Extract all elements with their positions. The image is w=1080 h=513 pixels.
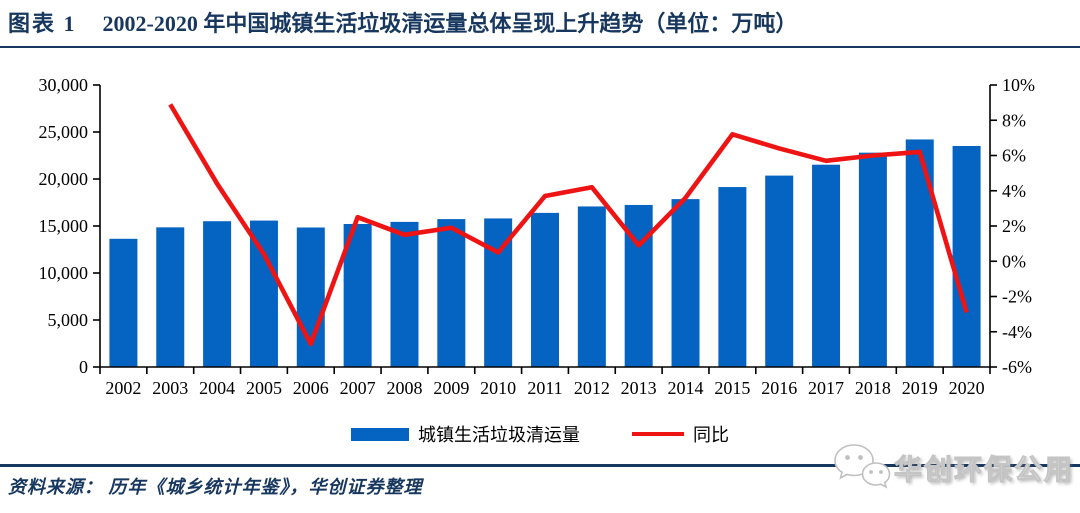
legend-item-bars: 城镇生活垃圾清运量	[351, 421, 580, 447]
x-axis-label: 2014	[668, 378, 704, 398]
left-axis-label: 5,000	[48, 310, 89, 330]
x-axis-label: 2017	[808, 378, 844, 398]
bar-2004	[203, 221, 232, 367]
left-axis-label: 30,000	[39, 75, 89, 95]
title-divider	[0, 46, 1080, 48]
x-axis-label: 2016	[761, 378, 797, 398]
x-axis-label: 2013	[621, 378, 657, 398]
line-series-swatch	[632, 431, 684, 437]
bar-series-label: 城镇生活垃圾清运量	[418, 425, 580, 445]
bar-2002	[109, 238, 138, 367]
x-axis-label: 2012	[574, 378, 610, 398]
x-axis-label: 2007	[340, 378, 376, 398]
right-axis-label: -2%	[1002, 287, 1032, 307]
x-axis-label: 2009	[433, 378, 469, 398]
bar-2018	[858, 152, 887, 367]
brand-watermark: 华创环保公用	[830, 436, 1074, 500]
legend-item-line: 同比	[632, 421, 729, 447]
x-axis-label: 2011	[527, 378, 562, 398]
x-axis-label: 2005	[246, 378, 282, 398]
watermark-text: 华创环保公用	[893, 454, 1074, 486]
right-axis-label: -6%	[1002, 357, 1032, 377]
left-axis-label: 0	[79, 357, 88, 377]
bar-2014	[671, 199, 700, 367]
right-axis-label: 2%	[1002, 216, 1026, 236]
yoy-line	[168, 103, 969, 347]
x-axis-label: 2018	[855, 378, 891, 398]
line-series-label: 同比	[693, 425, 729, 445]
left-axis-label: 25,000	[39, 122, 89, 142]
page-title: 2002-2020 年中国城镇生活垃圾清运量总体呈现上升趋势（单位：万吨）	[102, 11, 798, 36]
bar-2015	[718, 187, 747, 367]
right-axis-label: 6%	[1002, 146, 1026, 166]
bar-2005	[249, 220, 278, 367]
bar-2013	[624, 204, 653, 367]
x-axis-label: 2020	[949, 378, 985, 398]
x-axis-label: 2002	[105, 378, 141, 398]
right-axis-label: 0%	[1002, 251, 1026, 271]
x-axis-label: 2006	[293, 378, 329, 398]
right-axis-label: 10%	[1002, 75, 1035, 95]
chart-legend: 城镇生活垃圾清运量 同比	[0, 420, 1080, 448]
chart-area: 0 5,000 10,000 15,000 20,000 25,000 30,000 -6% -…	[0, 60, 1080, 410]
bar-series-swatch	[351, 427, 409, 441]
bar-2011	[531, 212, 559, 367]
right-axis-label: 4%	[1002, 181, 1026, 201]
left-axis-label: 10,000	[39, 263, 89, 283]
bar-2019	[905, 139, 934, 367]
source-note: 资料来源： 历年《城乡统计年鉴》，华创证券整理	[8, 477, 423, 497]
right-axis-label: -4%	[1002, 322, 1032, 342]
bar-2016	[765, 175, 794, 367]
bar-2003	[156, 227, 185, 367]
left-axis-label: 15,000	[39, 216, 89, 236]
bar-2008	[390, 221, 419, 367]
figure-label: 图表 1	[8, 11, 77, 36]
bar-2012	[577, 206, 606, 367]
combo-chart: 0 5,000 10,000 15,000 20,000 25,000 30,000 -6% -…	[39, 75, 1036, 398]
x-axis-label: 2004	[199, 378, 235, 398]
x-axis-label: 2019	[902, 378, 938, 398]
x-axis-label: 2003	[152, 378, 188, 398]
x-axis-label: 2015	[714, 378, 750, 398]
x-axis-label: 2008	[386, 378, 422, 398]
right-axis-label: 8%	[1002, 110, 1026, 130]
bar-2009	[437, 219, 466, 367]
wechat-icon	[834, 444, 891, 489]
left-axis-label: 20,000	[39, 169, 89, 189]
bar-2017	[812, 164, 841, 367]
x-axis-label: 2010	[480, 378, 516, 398]
footer-divider	[0, 464, 1080, 467]
figure-header: 图表 1 2002-2020 年中国城镇生活垃圾清运量总体呈现上升趋势（单位：万吨…	[8, 6, 1072, 38]
bar-2020	[952, 145, 981, 367]
